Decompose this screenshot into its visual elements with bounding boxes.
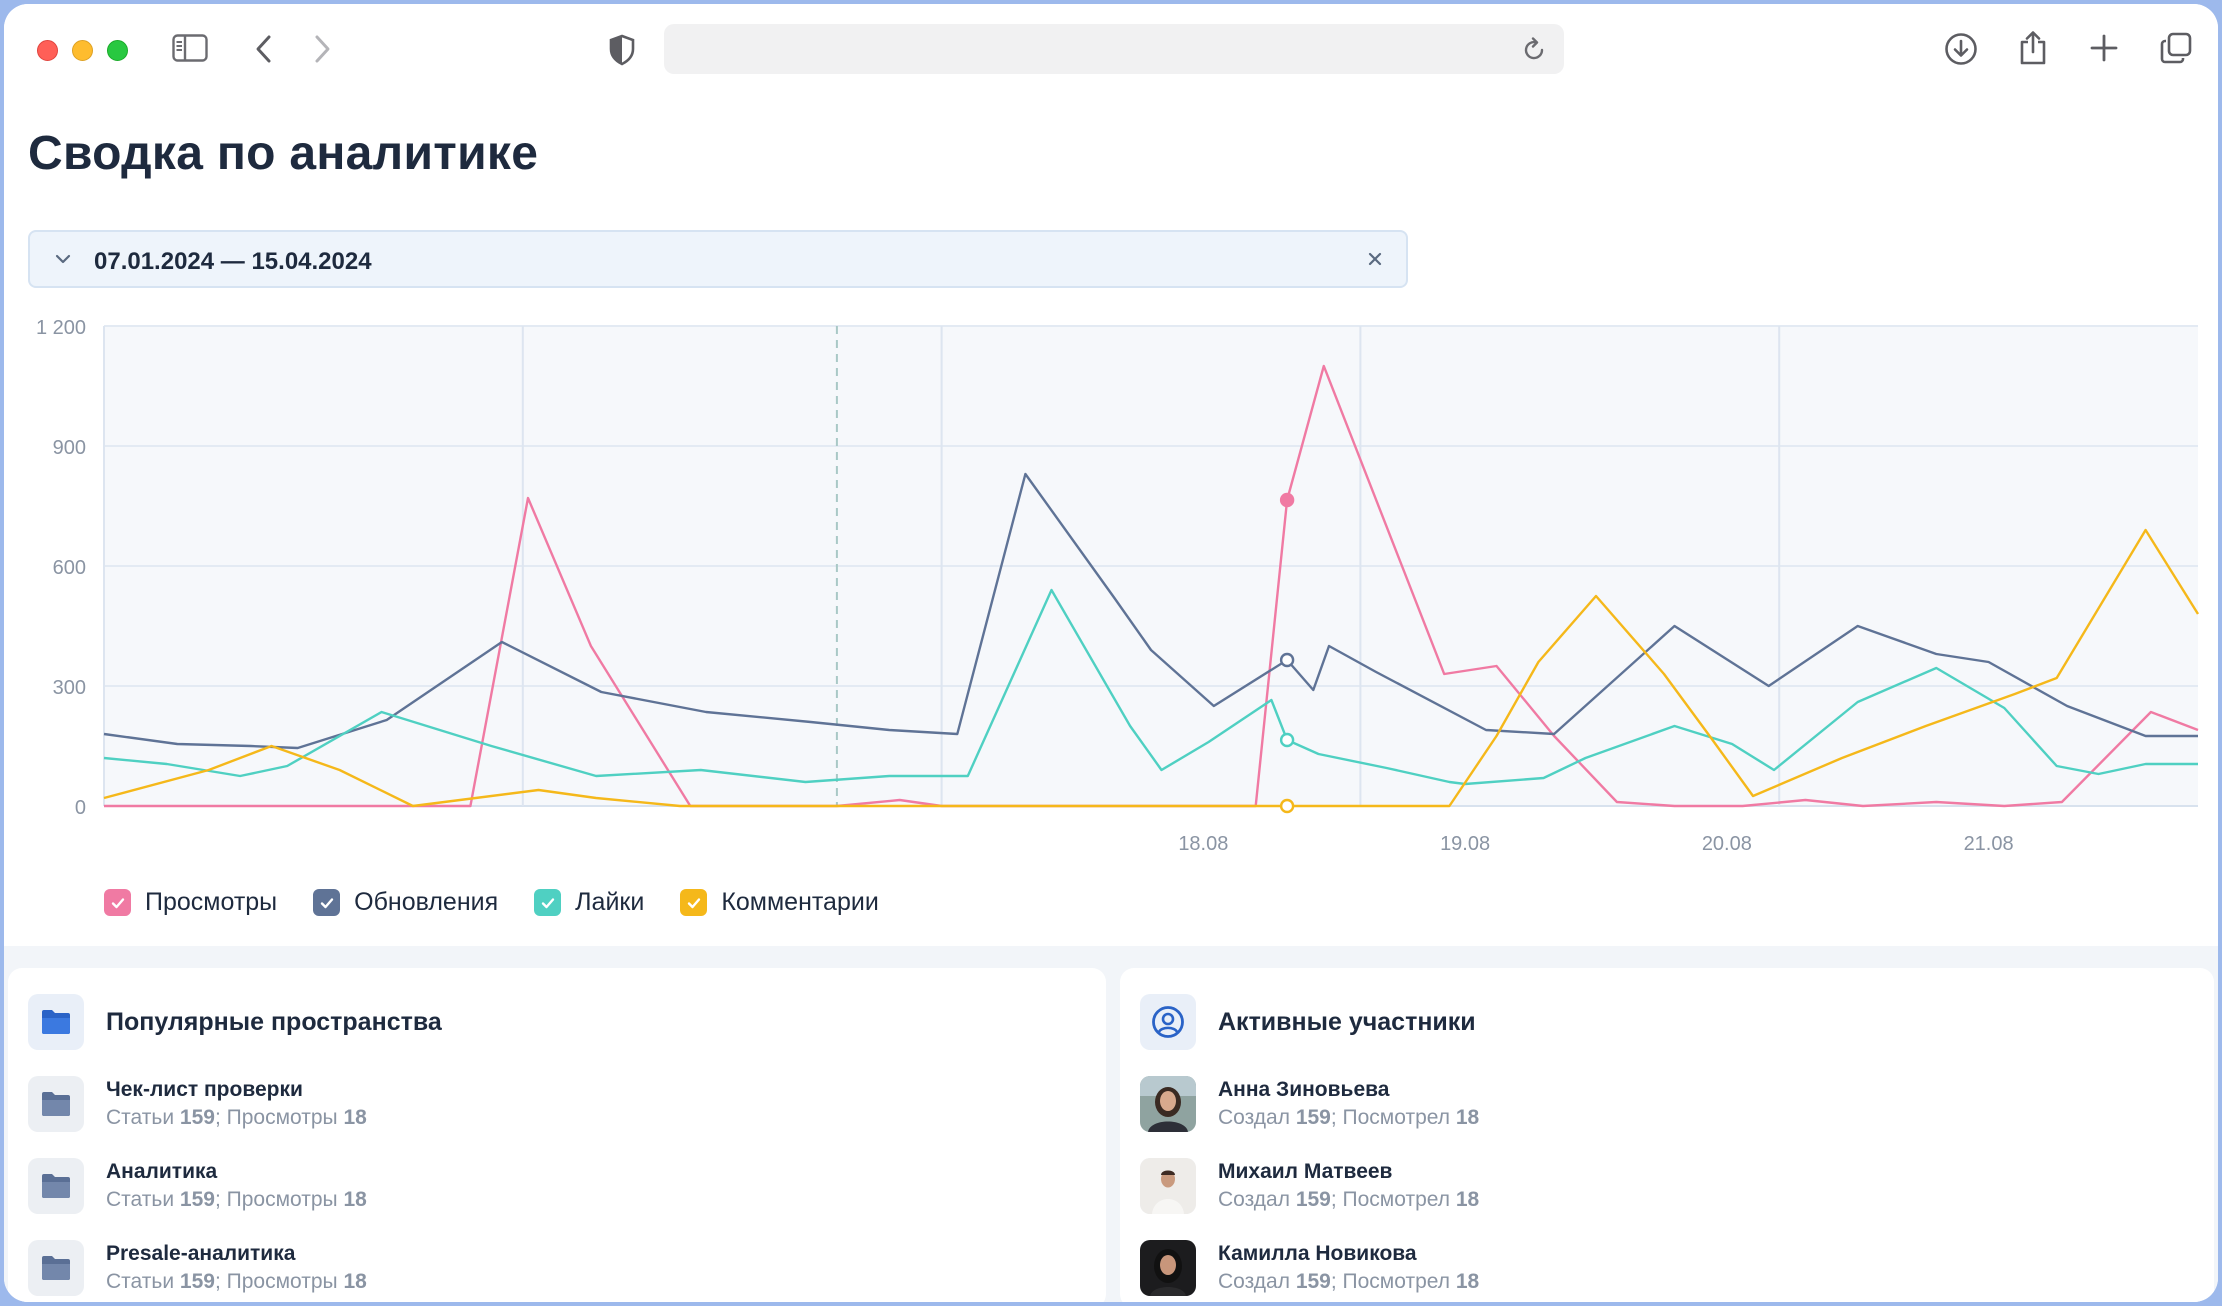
analytics-line-chart[interactable]: 0 300 600 900 1 200 18.08 19.08 20.08 21.08 xyxy=(4,304,2218,864)
y-tick-label: 0 xyxy=(75,797,86,819)
sidebar-toggle-icon[interactable] xyxy=(172,34,208,62)
legend-item-views[interactable]: Просмотры xyxy=(104,888,277,917)
checkbox-checked-icon[interactable] xyxy=(534,889,562,916)
checkbox-checked-icon[interactable] xyxy=(104,889,131,916)
x-tick-label: 20.08 xyxy=(1702,833,1752,855)
legend-item-comments[interactable]: Комментарии xyxy=(680,888,879,917)
minimize-window-button[interactable] xyxy=(72,40,93,61)
space-list-item[interactable]: Аналитика Статьи 159; Просмотры 18 xyxy=(28,1158,1028,1218)
browser-toolbar xyxy=(4,4,2218,92)
legend-label: Просмотры xyxy=(145,888,278,916)
forward-arrow-icon[interactable] xyxy=(312,34,332,64)
checkbox-checked-icon[interactable] xyxy=(680,889,708,916)
member-list-item[interactable]: Камилла Новикова Создал 159; Посмотрел 1… xyxy=(1140,1240,2140,1300)
member-stats: Создал 159; Посмотрел 18 xyxy=(1218,1270,1480,1293)
member-name[interactable]: Михаил Матвеев xyxy=(1218,1160,1393,1183)
avatar xyxy=(1140,1158,1196,1214)
space-title[interactable]: Presale-аналитика xyxy=(106,1242,296,1265)
x-tick-label: 18.08 xyxy=(1178,833,1228,855)
space-stats: Статьи 159; Просмотры 18 xyxy=(106,1188,367,1211)
space-title[interactable]: Аналитика xyxy=(106,1160,218,1183)
series-line-comments[interactable] xyxy=(103,528,2200,808)
legend-item-likes[interactable]: Лайки xyxy=(534,888,644,917)
address-bar[interactable] xyxy=(664,24,1564,74)
space-stats: Статьи 159; Просмотры 18 xyxy=(106,1270,367,1293)
folder-icon xyxy=(28,1076,84,1132)
data-point-marker[interactable] xyxy=(1279,492,1295,508)
panel-title: Популярные пространства xyxy=(106,1008,442,1036)
legend-label: Обновления xyxy=(354,888,499,916)
download-icon[interactable] xyxy=(1944,32,1978,66)
data-point-marker[interactable] xyxy=(1279,732,1295,748)
member-stats: Создал 159; Посмотрел 18 xyxy=(1218,1106,1480,1129)
series-line-updates[interactable] xyxy=(103,472,2198,750)
legend-label: Лайки xyxy=(575,888,645,916)
back-arrow-icon[interactable] xyxy=(254,34,274,64)
y-tick-label: 600 xyxy=(53,557,86,579)
clear-filter-icon[interactable] xyxy=(1366,250,1384,273)
space-title[interactable]: Чек-лист проверки xyxy=(106,1078,303,1101)
date-range-filter[interactable]: 07.01.2024 — 15.04.2024 xyxy=(28,230,1408,288)
share-icon[interactable] xyxy=(2018,30,2048,66)
legend-label: Комментарии xyxy=(721,888,879,916)
tab-overview-icon[interactable] xyxy=(2160,32,2192,64)
popular-spaces-panel: Популярные пространства Чек-лист проверк… xyxy=(8,968,1106,1302)
space-stats: Статьи 159; Просмотры 18 xyxy=(106,1106,367,1129)
member-name[interactable]: Камилла Новикова xyxy=(1218,1242,1417,1265)
privacy-shield-icon[interactable] xyxy=(608,34,636,66)
data-point-marker[interactable] xyxy=(1279,652,1295,668)
zoom-window-button[interactable] xyxy=(107,40,128,61)
folder-icon xyxy=(28,1158,84,1214)
new-tab-plus-icon[interactable] xyxy=(2090,34,2118,62)
user-circle-icon xyxy=(1140,994,1196,1050)
x-tick-label: 19.08 xyxy=(1440,833,1490,855)
space-list-item[interactable]: Presale-аналитика Статьи 159; Просмотры … xyxy=(28,1240,1028,1300)
close-window-button[interactable] xyxy=(37,40,58,61)
y-tick-label: 900 xyxy=(53,437,86,459)
data-point-marker[interactable] xyxy=(1279,798,1295,814)
page-title: Сводка по аналитике xyxy=(28,127,539,180)
x-tick-label: 21.08 xyxy=(1964,833,2014,855)
member-list-item[interactable]: Михаил Матвеев Создал 159; Посмотрел 18 xyxy=(1140,1158,2140,1218)
space-list-item[interactable]: Чек-лист проверки Статьи 159; Просмотры … xyxy=(28,1076,1028,1136)
reload-icon[interactable] xyxy=(1522,37,1546,63)
folder-icon xyxy=(28,1240,84,1296)
panel-title: Активные участники xyxy=(1218,1008,1476,1036)
avatar xyxy=(1140,1240,1196,1296)
member-stats: Создал 159; Посмотрел 18 xyxy=(1218,1188,1480,1211)
chart-legend: Просмотры Обновления Лайки Комментарии xyxy=(104,888,879,917)
folder-icon xyxy=(28,994,84,1050)
date-range-value: 07.01.2024 — 15.04.2024 xyxy=(94,248,372,275)
y-tick-label: 1 200 xyxy=(36,317,86,339)
checkbox-checked-icon[interactable] xyxy=(313,889,341,916)
chevron-down-icon[interactable] xyxy=(54,250,72,273)
active-members-panel: Активные участники Анна Зиновьева Создал… xyxy=(1120,968,2214,1302)
browser-window: Сводка по аналитике 07.01.2024 — 15.04.2… xyxy=(4,4,2218,1302)
member-list-item[interactable]: Анна Зиновьева Создал 159; Посмотрел 18 xyxy=(1140,1076,2140,1136)
avatar xyxy=(1140,1076,1196,1132)
member-name[interactable]: Анна Зиновьева xyxy=(1218,1078,1390,1101)
y-tick-label: 300 xyxy=(53,677,86,699)
legend-item-updates[interactable]: Обновления xyxy=(313,888,498,917)
